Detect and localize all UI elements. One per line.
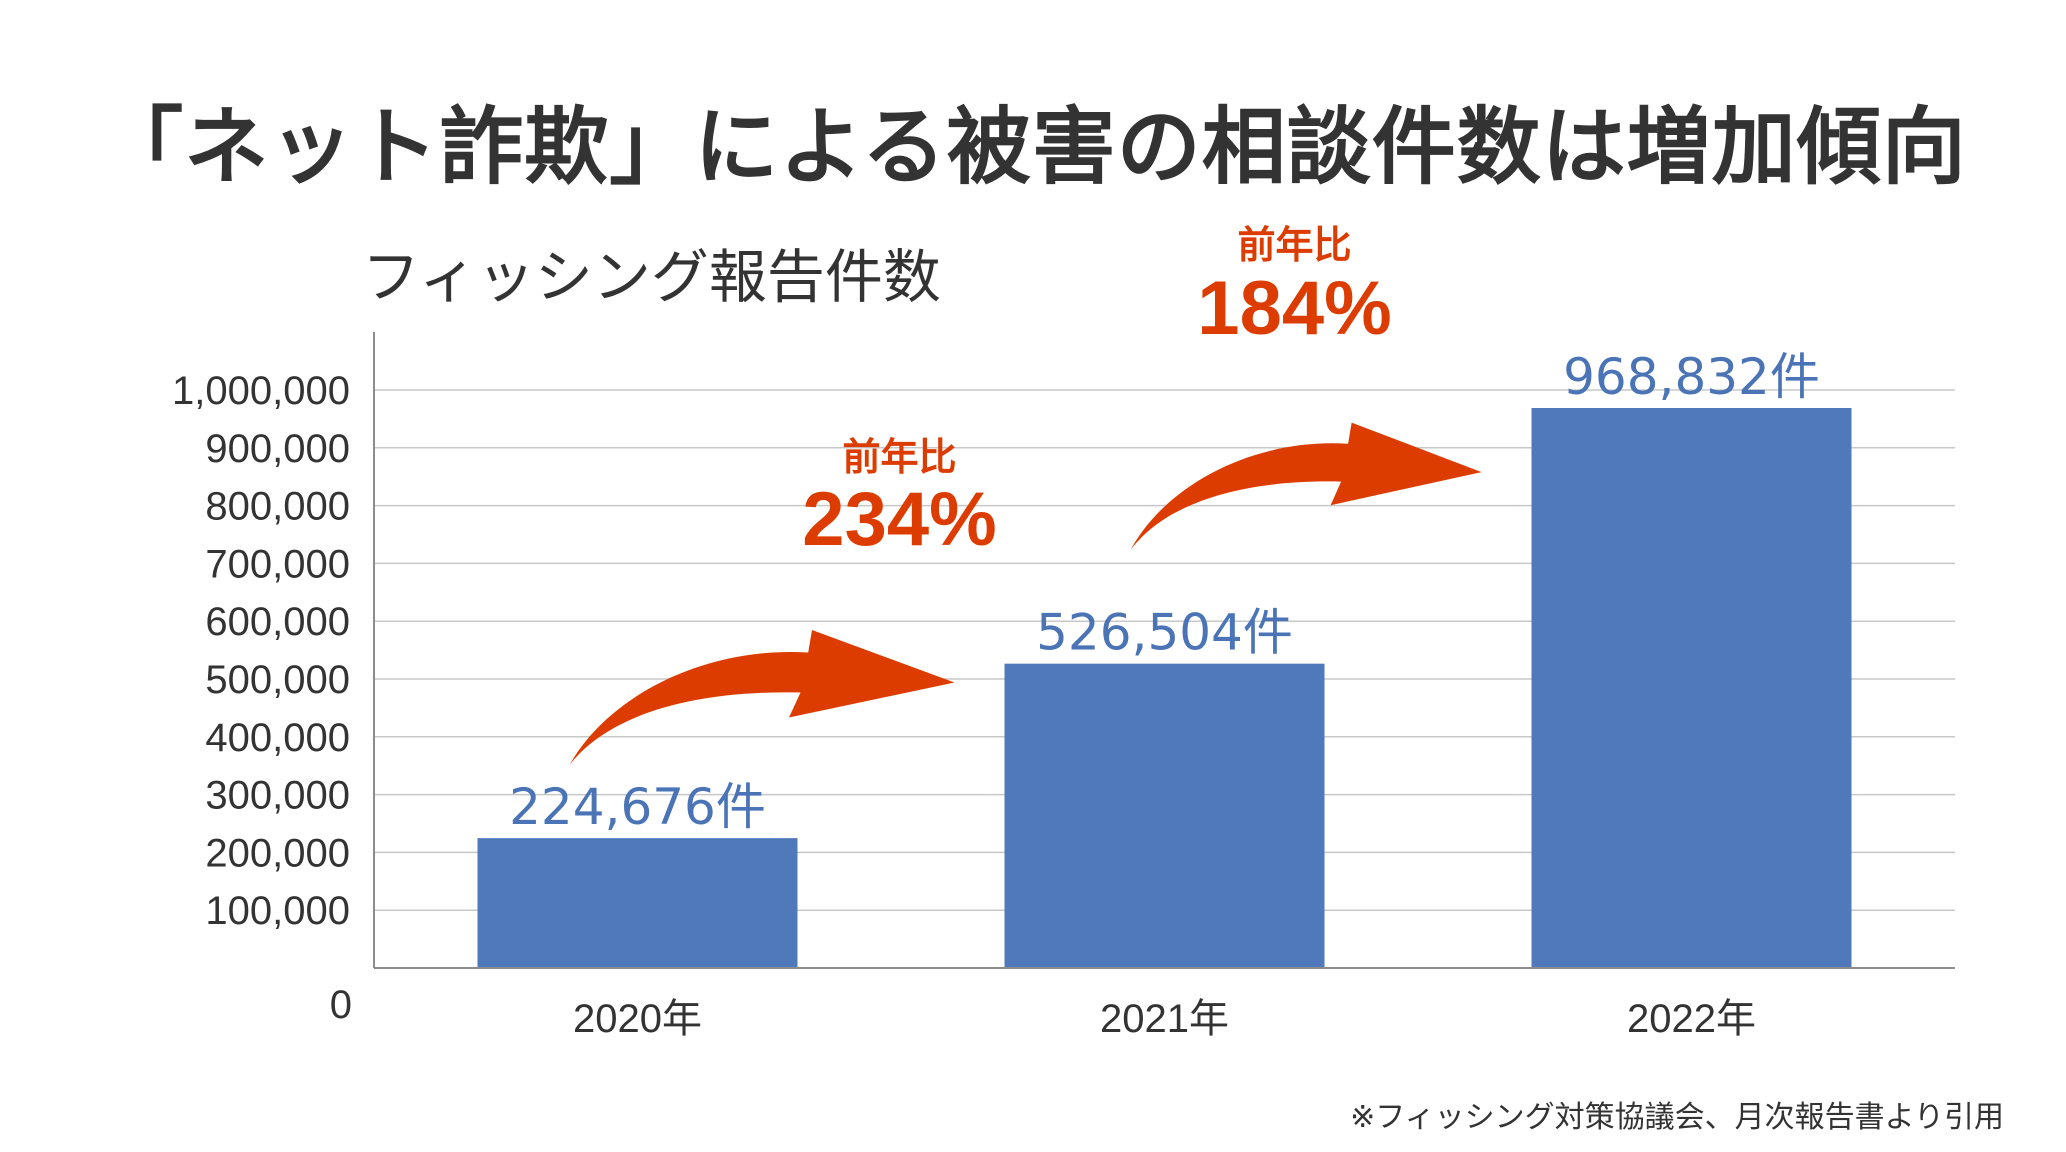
data-label: 526,504件	[1036, 604, 1293, 662]
y-tick-label: 0	[330, 983, 352, 1027]
growth-arrow-1	[569, 630, 955, 765]
y-tick-label: 100,000	[205, 889, 350, 933]
growth-label: 前年比	[1237, 223, 1351, 267]
growth-label: 前年比	[842, 435, 956, 479]
y-tick-label: 400,000	[205, 716, 350, 760]
y-tick-label: 500,000	[205, 658, 350, 702]
bar-2021年	[1004, 663, 1325, 968]
growth-value: 234%	[802, 477, 996, 562]
data-label: 968,832件	[1563, 348, 1820, 406]
data-label: 224,676件	[509, 778, 766, 836]
y-tick-label: 600,000	[205, 600, 350, 644]
x-tick-label: 2020年	[573, 997, 702, 1041]
y-tick-label: 1,000,000	[172, 369, 350, 413]
x-tick-label: 2022年	[1627, 997, 1756, 1041]
x-tick-label: 2021年	[1100, 997, 1229, 1041]
bar-2020年	[477, 838, 798, 968]
page-title: 「ネット詐欺」による被害の相談件数は増加傾向	[99, 98, 1967, 196]
chart-title: フィッシング報告件数	[362, 243, 941, 311]
source-note: ※フィッシング対策協議会、月次報告書より引用	[1350, 1100, 2004, 1135]
y-tick-label: 800,000	[205, 485, 350, 529]
y-tick-label: 300,000	[205, 774, 350, 818]
y-tick-label: 900,000	[205, 427, 350, 471]
y-tick-label: 700,000	[205, 542, 350, 586]
bars	[477, 408, 1852, 968]
growth-value: 184%	[1197, 266, 1391, 351]
y-tick-label: 200,000	[205, 831, 350, 875]
axes	[373, 332, 1955, 969]
labels: 0 100,000 200,000 300,000 400,000 500,000 600,…	[172, 348, 1820, 1041]
bar-2022年	[1531, 408, 1852, 968]
growth-arrow-2	[1130, 422, 1482, 550]
